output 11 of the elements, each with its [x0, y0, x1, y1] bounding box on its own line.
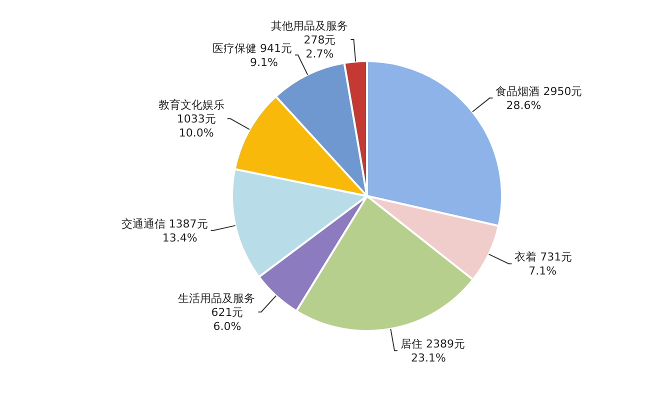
slice-label: 衣着 731元 7.1%: [514, 250, 572, 278]
data-label: 1033元 10.0%: [176, 112, 216, 140]
data-label: 278元 2.7%: [304, 34, 336, 61]
slice-label: 其他用品及服务: [270, 20, 348, 33]
slice-label: 居住 2389元 23.1%: [400, 338, 466, 365]
data-label: 621元 6.0%: [211, 306, 244, 334]
slice-label: 教育文化娱乐: [158, 98, 224, 112]
slice-label: 食品烟酒 2950元 28.6%: [496, 85, 582, 112]
slice-label: 交通通信 1387元 13.4%: [121, 217, 208, 244]
slice-label: 医疗保健 941元 9.1%: [212, 42, 292, 69]
slice-label: 生活用品及服务: [178, 292, 256, 306]
